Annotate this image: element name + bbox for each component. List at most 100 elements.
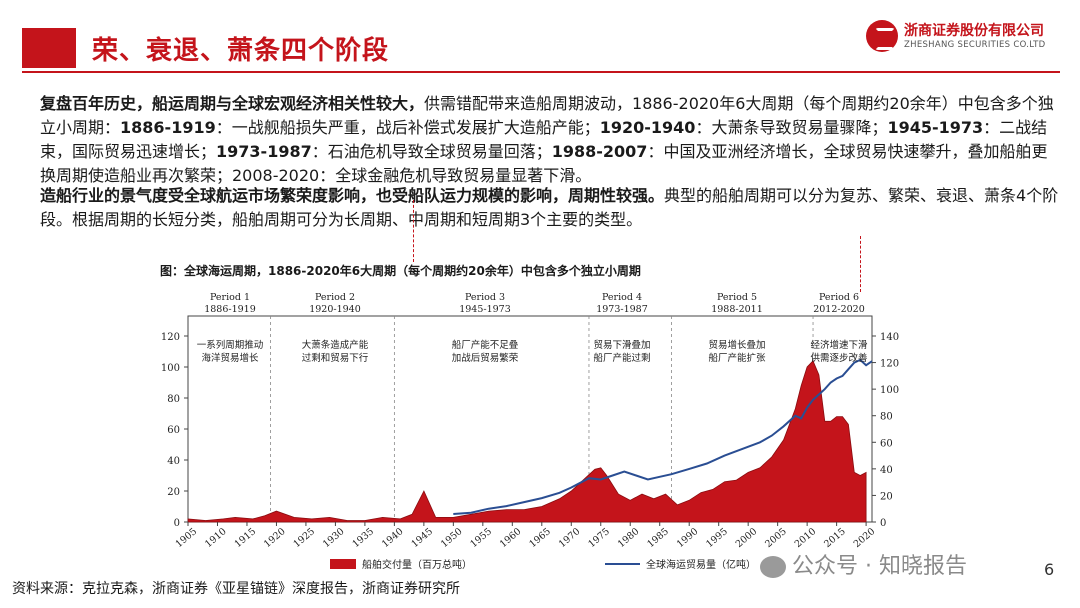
left-axis-tick-label: 60: [167, 425, 180, 436]
paragraph-history: 复盘百年历史，船运周期与全球宏观经济相关性较大，供需错配带来造船周期波动，188…: [40, 92, 1060, 188]
period-range: 1988-2011: [711, 304, 763, 315]
x-axis-tick-label: 1955: [468, 526, 494, 550]
x-axis-tick-label: 1925: [292, 526, 318, 550]
title-accent-bar: [22, 28, 76, 68]
left-axis-tick-label: 80: [167, 394, 180, 405]
period-note-line2: 过剩和贸易下行: [302, 352, 369, 364]
source-note: 资料来源：克拉克森，浙商证券《亚星锚链》深度报告，浙商证券研究所: [12, 581, 460, 597]
x-axis-tick-label: 2000: [734, 526, 760, 550]
x-axis-tick-label: 1935: [350, 526, 376, 550]
period-label: Period 4: [602, 292, 642, 303]
period-label: Period 2: [315, 292, 355, 303]
x-axis-tick-label: 1985: [645, 526, 671, 550]
period-note-line2: 海洋贸易增长: [201, 352, 259, 364]
period-label: Period 1: [210, 292, 250, 303]
x-axis-tick-label: 1920: [262, 526, 288, 550]
left-axis-tick-label: 120: [161, 332, 180, 343]
period-note-line1: 贸易下滑叠加: [593, 339, 650, 351]
x-axis-tick-label: 1915: [233, 526, 259, 550]
x-axis-tick-label: 2020: [852, 526, 878, 550]
period-range: 2012-2020: [813, 304, 865, 315]
p2-text: 典型的船舶周期可以分为复苏、繁荣、衰退、萧条4个阶段。根据周期的长短分类，船舶周…: [40, 186, 1059, 229]
watermark-text: 公众号 · 知晓报告: [792, 554, 967, 579]
right-axis-tick-label: 0: [880, 518, 886, 529]
period-note-line2: 船厂产能过剩: [593, 352, 650, 364]
x-axis-tick-label: 1995: [704, 526, 730, 550]
x-axis-tick-label: 1905: [174, 526, 200, 550]
logo-text-en: ZHESHANG SECURITIES CO.LTD: [904, 40, 1046, 50]
x-axis-tick-label: 1960: [498, 526, 524, 550]
series-line-seaborne-trade: [453, 358, 873, 515]
wechat-icon: [760, 556, 786, 578]
period-label: Period 3: [465, 292, 505, 303]
x-axis-tick-label: 1950: [439, 526, 465, 550]
p1-text-5: ：石油危机导致全球贸易量回落；: [311, 142, 552, 161]
right-axis-tick-label: 40: [880, 465, 893, 476]
x-axis-tick-label: 2005: [763, 526, 789, 550]
x-axis-tick-label: 1930: [321, 526, 347, 550]
left-axis-tick-label: 0: [174, 518, 180, 529]
right-axis-tick-label: 20: [880, 491, 893, 502]
left-axis-tick-label: 100: [161, 363, 180, 374]
right-axis-tick-label: 120: [880, 359, 899, 370]
period-note-line2: 船厂产能扩张: [708, 352, 766, 364]
right-axis-tick-label: 140: [880, 332, 899, 343]
period-label: Period 5: [717, 292, 757, 303]
x-axis-tick-label: 1965: [527, 526, 553, 550]
page-title: 荣、衰退、萧条四个阶段: [92, 36, 390, 66]
period-note-line1: 贸易增长叠加: [708, 339, 765, 351]
period-note-line1: 船厂产能不足叠: [452, 339, 519, 351]
x-axis-tick-label: 1910: [203, 526, 229, 550]
p1-text-1: 供需错配带来造船周期波动，1886-2020年6大周期（每个周期约20余年）中包…: [40, 94, 1054, 137]
x-axis-tick-label: 1945: [409, 526, 435, 550]
zheshang-logo-icon: [866, 20, 898, 52]
paragraph-cycle: 造船行业的景气度受全球航运市场繁荣度影响，也受船队运力规模的影响，周期性较强。典…: [40, 184, 1060, 232]
company-logo: 浙商证券股份有限公司 ZHESHANG SECURITIES CO.LTD: [866, 18, 1056, 58]
p2-bold: 造船行业的景气度受全球航运市场繁荣度影响，也受船队运力规模的影响，周期性较强。: [40, 186, 665, 205]
logo-text-cn: 浙商证券股份有限公司: [904, 23, 1044, 39]
callout-dashed-line-right: [860, 236, 861, 292]
p1-bold-1920: 1920-1940: [599, 118, 696, 137]
x-axis-tick-label: 1970: [557, 526, 583, 550]
period-range: 1886-1919: [204, 304, 256, 315]
title-underline: [22, 71, 1060, 73]
x-axis-tick-label: 2010: [793, 526, 819, 550]
period-note-line1: 一系列周期推动: [197, 339, 264, 351]
right-axis-tick-label: 100: [880, 385, 899, 396]
period-note-line1: 大萧条造成产能: [302, 339, 369, 351]
p1-bold-1945: 1945-1973: [887, 118, 984, 137]
p1-bold-1886: 1886-1919: [120, 118, 216, 137]
period-range: 1973-1987: [596, 304, 648, 315]
x-axis-tick-label: 1990: [675, 526, 701, 550]
period-range: 1920-1940: [309, 304, 361, 315]
watermark: 公众号 · 知晓报告: [760, 548, 967, 580]
p1-text-4: ：二战结束，国际贸易迅速增长；: [40, 118, 1048, 161]
legend-label-line: 全球海运贸易量（亿吨）: [646, 558, 756, 571]
x-axis-tick-label: 1975: [586, 526, 612, 550]
legend-label-area: 船舶交付量（百万总吨）: [362, 558, 472, 571]
left-axis-tick-label: 40: [167, 456, 180, 467]
p1-text-2: ：一战舰船损失严重，战后补偿式发展扩大造船产能；: [215, 118, 600, 137]
period-range: 1945-1973: [459, 304, 511, 315]
right-axis-tick-label: 80: [880, 412, 893, 423]
x-axis-tick-label: 1980: [616, 526, 642, 550]
x-axis-tick-label: 1940: [380, 526, 406, 550]
right-axis-tick-label: 60: [880, 438, 893, 449]
p1-bold-1988: 1988-2007: [551, 142, 648, 161]
legend-swatch-area: [330, 559, 356, 569]
period-label: Period 6: [819, 292, 859, 303]
x-axis-tick-label: 2015: [822, 526, 848, 550]
series-area-ship-deliveries: [187, 360, 867, 523]
period-note-line2: 加战后贸易繁荣: [452, 352, 519, 364]
page-number: 6: [1044, 560, 1055, 579]
chart-title: 图：全球海运周期，1886-2020年6大周期（每个周期约20余年）中包含多个独…: [160, 264, 641, 278]
p1-text-6: ：中国及亚洲经济增长，全球贸易快速攀升，叠加船舶更换周期使造船业再次繁荣；200…: [40, 142, 1048, 185]
left-axis-tick-label: 20: [167, 487, 180, 498]
p1-text-3: ：大萧条导致贸易量骤降；: [695, 118, 888, 137]
p1-bold-lead: 复盘百年历史，船运周期与全球宏观经济相关性较大，: [40, 94, 425, 113]
period-note-line2: 供需逐步改善: [810, 352, 868, 364]
period-note-line1: 经济增速下滑: [810, 339, 868, 351]
p1-bold-1973: 1973-1987: [216, 142, 312, 161]
callout-dashed-line-left: [413, 200, 414, 262]
